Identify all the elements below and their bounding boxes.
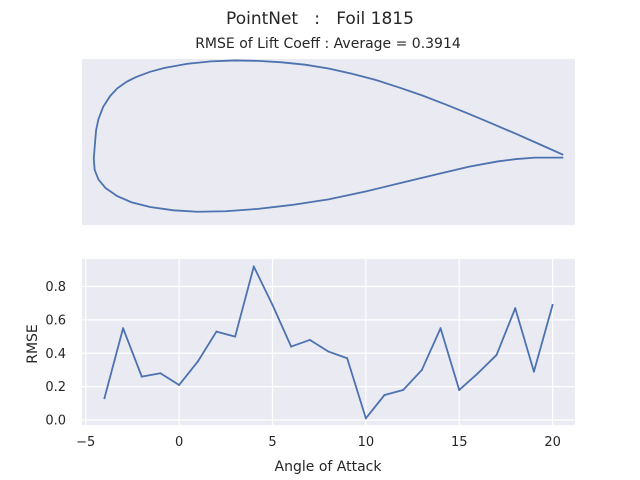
rmse-panel: −5 0 5 10 15 20 0.0 0.2 0.4 0.6 0.8 Angle of Atta… bbox=[25, 259, 575, 475]
airfoil-panel-title: RMSE of Lift Coeff : Average = 0.3914 bbox=[195, 36, 461, 52]
x-tick-label: 20 bbox=[544, 435, 561, 450]
rmse-data-point bbox=[196, 360, 199, 363]
rmse-data-point bbox=[420, 368, 423, 371]
y-tick-label: 0.2 bbox=[45, 380, 66, 395]
rmse-data-point bbox=[327, 350, 330, 353]
rmse-x-axis-label: Angle of Attack bbox=[275, 459, 383, 475]
rmse-data-point bbox=[103, 397, 106, 400]
airfoil-profile-line bbox=[92, 59, 564, 213]
airfoil-panel: RMSE of Lift Coeff : Average = 0.3914 bbox=[82, 36, 575, 225]
rmse-data-point bbox=[159, 372, 162, 375]
rmse-y-axis-label: RMSE bbox=[25, 324, 41, 364]
y-tick-label: 0.0 bbox=[45, 413, 66, 428]
rmse-data-point bbox=[308, 338, 311, 341]
y-tick-label: 0.8 bbox=[45, 280, 66, 295]
rmse-data-point bbox=[215, 330, 218, 333]
rmse-data-point bbox=[458, 388, 461, 391]
x-tick-label: −5 bbox=[76, 435, 95, 450]
y-tick-label: 0.4 bbox=[45, 347, 66, 362]
x-tick-label: 0 bbox=[175, 435, 183, 450]
rmse-data-point bbox=[514, 307, 517, 310]
figure-suptitle: PointNet : Foil 1815 bbox=[226, 9, 414, 29]
airfoil-axes-background bbox=[82, 59, 575, 225]
rmse-data-point bbox=[364, 417, 367, 420]
rmse-data-point bbox=[551, 303, 554, 306]
x-tick-label: 5 bbox=[268, 435, 276, 450]
rmse-data-points bbox=[103, 265, 554, 420]
rmse-data-point bbox=[402, 388, 405, 391]
rmse-y-tick-labels: 0.0 0.2 0.4 0.6 0.8 bbox=[45, 280, 66, 428]
rmse-data-point bbox=[252, 265, 255, 268]
y-tick-label: 0.6 bbox=[45, 313, 66, 328]
rmse-data-point bbox=[290, 345, 293, 348]
rmse-data-point bbox=[271, 303, 274, 306]
rmse-data-point bbox=[346, 357, 349, 360]
rmse-data-point bbox=[140, 375, 143, 378]
rmse-data-point bbox=[495, 353, 498, 356]
rmse-data-point bbox=[439, 327, 442, 330]
rmse-data-point bbox=[122, 327, 125, 330]
rmse-grid bbox=[82, 259, 575, 425]
x-tick-label: 15 bbox=[451, 435, 468, 450]
rmse-x-tick-labels: −5 0 5 10 15 20 bbox=[76, 435, 561, 450]
rmse-data-point bbox=[532, 370, 535, 373]
rmse-data-point bbox=[178, 383, 181, 386]
rmse-data-point bbox=[476, 372, 479, 375]
x-tick-label: 10 bbox=[358, 435, 375, 450]
rmse-data-point bbox=[234, 335, 237, 338]
rmse-data-point bbox=[383, 393, 386, 396]
